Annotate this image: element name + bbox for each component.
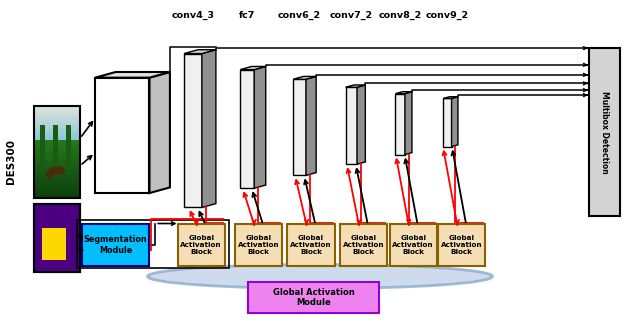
- Text: Multibox Detection: Multibox Detection: [600, 91, 609, 174]
- FancyBboxPatch shape: [390, 224, 437, 266]
- Text: conv9_2: conv9_2: [426, 11, 468, 20]
- Polygon shape: [150, 72, 170, 193]
- Bar: [34, 182, 80, 186]
- Bar: [34, 179, 80, 183]
- FancyBboxPatch shape: [248, 282, 380, 313]
- Bar: [34, 137, 80, 140]
- Bar: [34, 121, 80, 125]
- Bar: [34, 170, 80, 174]
- Polygon shape: [95, 72, 170, 78]
- Bar: [34, 188, 80, 192]
- Bar: [53, 125, 58, 170]
- Polygon shape: [202, 50, 216, 207]
- FancyBboxPatch shape: [177, 224, 225, 266]
- Text: Segmentation
Module: Segmentation Module: [84, 235, 147, 255]
- FancyBboxPatch shape: [438, 224, 485, 266]
- Polygon shape: [306, 76, 316, 175]
- Bar: [34, 204, 80, 272]
- Bar: [34, 149, 80, 152]
- Polygon shape: [293, 76, 316, 79]
- Bar: [34, 140, 80, 143]
- Text: conv6_2: conv6_2: [278, 11, 321, 20]
- Text: Global
Activation
Block: Global Activation Block: [291, 235, 332, 255]
- Polygon shape: [254, 66, 266, 188]
- Bar: [34, 124, 80, 128]
- Bar: [34, 134, 80, 137]
- Text: conv8_2: conv8_2: [378, 11, 422, 20]
- Bar: [34, 194, 80, 198]
- Ellipse shape: [148, 264, 492, 289]
- FancyBboxPatch shape: [82, 224, 150, 266]
- Polygon shape: [444, 97, 458, 99]
- Text: fc7: fc7: [239, 11, 255, 20]
- Bar: [34, 128, 80, 131]
- Bar: [34, 118, 80, 122]
- Bar: [34, 112, 80, 116]
- Text: Global
Activation
Block: Global Activation Block: [342, 235, 384, 255]
- FancyBboxPatch shape: [340, 224, 387, 266]
- Bar: [34, 161, 80, 164]
- Polygon shape: [396, 94, 405, 155]
- Text: Global
Activation
Block: Global Activation Block: [238, 235, 280, 255]
- Bar: [34, 143, 80, 146]
- Text: conv7_2: conv7_2: [330, 11, 373, 20]
- Bar: [34, 146, 80, 149]
- Polygon shape: [293, 79, 306, 175]
- Bar: [42, 228, 66, 260]
- Bar: [34, 173, 80, 176]
- FancyBboxPatch shape: [287, 224, 335, 266]
- Polygon shape: [184, 53, 202, 207]
- Text: conv4_3: conv4_3: [172, 11, 214, 20]
- Text: Global Activation
Module: Global Activation Module: [273, 288, 355, 307]
- Polygon shape: [45, 166, 66, 180]
- FancyBboxPatch shape: [589, 48, 620, 216]
- Text: Global
Activation
Block: Global Activation Block: [392, 235, 434, 255]
- Bar: [34, 152, 80, 155]
- Polygon shape: [240, 70, 254, 188]
- Text: DES300: DES300: [6, 138, 16, 184]
- Bar: [34, 158, 80, 161]
- Bar: [40, 125, 45, 170]
- Bar: [34, 185, 80, 189]
- Polygon shape: [452, 97, 458, 147]
- Polygon shape: [357, 85, 365, 164]
- Bar: [34, 130, 80, 134]
- Text: Global
Activation
Block: Global Activation Block: [180, 235, 222, 255]
- Bar: [34, 109, 80, 113]
- Polygon shape: [240, 66, 266, 70]
- Bar: [66, 125, 71, 170]
- Polygon shape: [396, 92, 412, 94]
- Bar: [34, 167, 80, 170]
- Text: Global
Activation
Block: Global Activation Block: [441, 235, 483, 255]
- Bar: [34, 176, 80, 180]
- FancyBboxPatch shape: [235, 224, 282, 266]
- Bar: [34, 155, 80, 158]
- Bar: [34, 115, 80, 119]
- Polygon shape: [95, 78, 150, 193]
- Polygon shape: [184, 50, 216, 53]
- Polygon shape: [346, 87, 357, 164]
- Polygon shape: [405, 92, 412, 155]
- Bar: [34, 164, 80, 167]
- Polygon shape: [346, 85, 365, 87]
- Bar: [34, 106, 80, 109]
- Polygon shape: [444, 99, 452, 147]
- Bar: [34, 192, 80, 195]
